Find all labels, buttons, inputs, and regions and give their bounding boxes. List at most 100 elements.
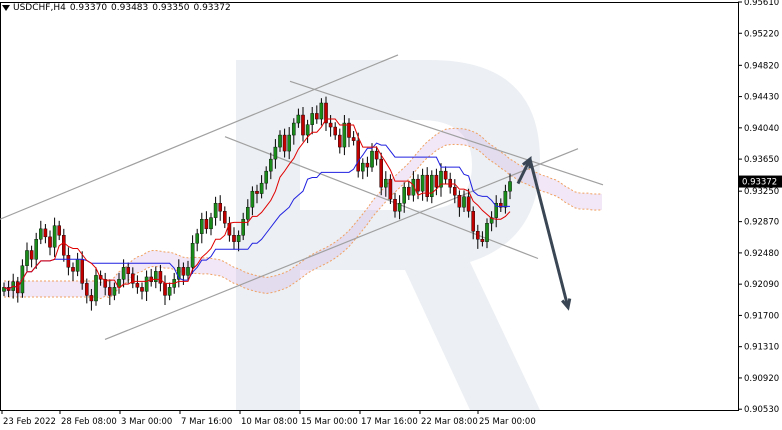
candle-body xyxy=(370,150,374,168)
candle-body xyxy=(416,178,420,192)
high-value: 0.93483 xyxy=(111,3,149,13)
x-tick-label: 25 Mar 00:00 xyxy=(479,417,536,427)
candle-body xyxy=(402,186,407,204)
candle-body xyxy=(176,267,181,280)
forecast-down-arrow-head xyxy=(561,298,572,311)
candle-body xyxy=(466,196,471,212)
symbol-label: USDCHF,H4 xyxy=(13,3,66,13)
candle-body xyxy=(282,134,287,152)
candle-body xyxy=(121,267,126,280)
candle-body xyxy=(430,174,434,197)
candle-body xyxy=(425,174,430,197)
candle-body xyxy=(195,233,200,244)
candle-body xyxy=(471,211,476,232)
candle-body xyxy=(296,114,301,124)
candles xyxy=(2,96,512,311)
candle-body xyxy=(361,162,365,172)
candle-body xyxy=(29,250,34,260)
candle-body xyxy=(259,182,264,194)
candle-body xyxy=(480,239,485,242)
candle-body xyxy=(34,239,38,260)
candle-body xyxy=(278,134,282,148)
candle-body xyxy=(273,146,278,160)
candle-body xyxy=(453,186,457,196)
y-tick-label: 0.95610 xyxy=(744,0,779,8)
y-tick-label: 0.91700 xyxy=(744,311,779,321)
y-tick-label: 0.92090 xyxy=(744,280,779,290)
y-tick-label: 0.95220 xyxy=(744,29,779,39)
candle-body xyxy=(135,283,140,288)
candle-body xyxy=(434,174,439,188)
y-tick-label: 0.90920 xyxy=(744,374,779,384)
candle-body xyxy=(356,140,361,172)
candle-body xyxy=(305,124,310,136)
x-tick-label: 3 Mar 00:00 xyxy=(121,417,172,427)
candle-body xyxy=(186,267,190,276)
candle-body xyxy=(457,194,462,208)
candle-body xyxy=(448,178,453,188)
candle-body xyxy=(351,137,356,141)
candle-body xyxy=(103,279,107,288)
candle-body xyxy=(66,255,71,268)
candle-body xyxy=(397,202,402,212)
y-tick-label: 0.93250 xyxy=(744,187,779,197)
candle-body xyxy=(144,276,149,292)
candle-body xyxy=(218,202,223,212)
candle-body xyxy=(204,219,209,230)
candle-body xyxy=(411,178,416,196)
forecast-up-arrow-head xyxy=(521,156,532,169)
candle-body xyxy=(508,181,512,192)
channel-line xyxy=(0,54,399,220)
candle-body xyxy=(324,102,328,124)
candle-body xyxy=(181,267,186,276)
x-tick-label: 10 Mar 08:00 xyxy=(241,417,298,427)
candle-body xyxy=(80,259,84,284)
candle-body xyxy=(499,202,503,208)
candle-body xyxy=(62,235,66,256)
candle-body xyxy=(236,235,241,242)
candle-body xyxy=(52,225,57,248)
candle-body xyxy=(57,225,61,236)
candle-body xyxy=(489,217,494,224)
x-tick-label: 23 Feb 2022 xyxy=(3,417,56,427)
indicator-lines xyxy=(3,118,511,290)
candle-body xyxy=(232,235,236,242)
candle-body xyxy=(328,122,333,128)
candle-body xyxy=(485,223,489,242)
y-tick-label: 0.91310 xyxy=(744,343,779,353)
dropdown-icon[interactable] xyxy=(2,4,10,11)
y-tick-label: 0.94040 xyxy=(744,124,779,134)
y-tick-label: 0.92480 xyxy=(744,249,779,259)
candle-body xyxy=(476,231,480,240)
candle-body xyxy=(75,259,80,272)
candle-body xyxy=(140,287,144,292)
channel-line xyxy=(104,148,579,341)
close-value: 0.93372 xyxy=(193,3,231,13)
candle-body xyxy=(439,170,443,188)
candle-body xyxy=(342,122,347,148)
candle-body xyxy=(379,158,384,188)
forecast-down-arrow xyxy=(528,158,570,308)
candle-body xyxy=(462,196,466,208)
candle-body xyxy=(89,295,94,302)
candle-body xyxy=(213,202,218,218)
candle-body xyxy=(126,267,130,274)
current-price-label: 0.93372 xyxy=(742,178,777,188)
candle-body xyxy=(333,126,338,136)
candle-body xyxy=(199,219,204,234)
candle-body xyxy=(310,113,315,125)
candle-body xyxy=(167,287,172,296)
forecast-arrows xyxy=(516,156,572,311)
x-tick-label: 22 Mar 08:00 xyxy=(421,417,478,427)
y-tick-label: 0.94430 xyxy=(744,93,779,103)
low-value: 0.93350 xyxy=(152,3,190,13)
senkou-span-b xyxy=(4,143,603,300)
candle-body xyxy=(388,178,393,200)
candle-body xyxy=(384,178,388,188)
open-value: 0.93370 xyxy=(69,3,108,13)
candle-body xyxy=(287,134,292,152)
candle-body xyxy=(255,190,259,194)
candle-body xyxy=(420,174,425,192)
candle-body xyxy=(112,287,117,296)
